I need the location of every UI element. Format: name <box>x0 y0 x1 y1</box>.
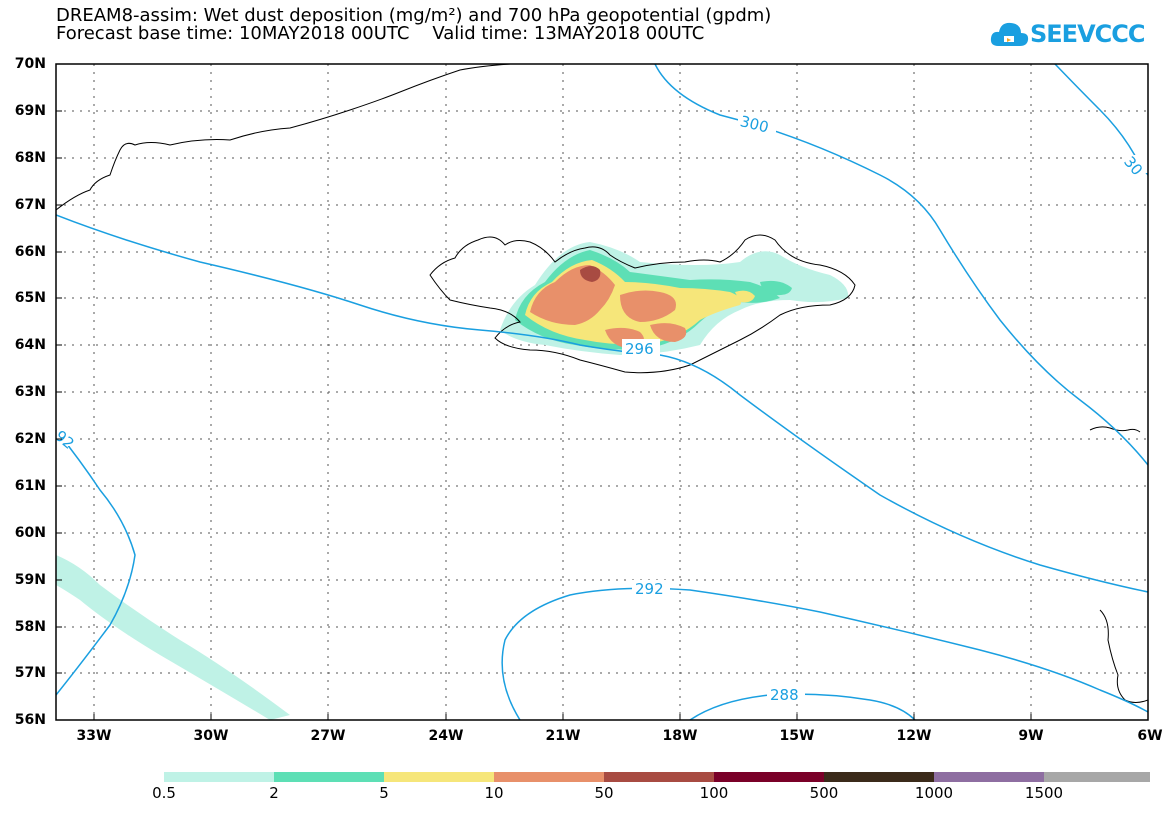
legend-swatch-6 <box>824 772 934 782</box>
legend-label: 2 <box>269 784 279 802</box>
contour-300b <box>1054 64 1148 176</box>
lat-label: 68N <box>14 150 46 166</box>
lat-label: 69N <box>14 103 46 119</box>
greenland-coast <box>56 64 511 211</box>
map-plot-area: 300 30 296 92 292 288 <box>56 64 1148 720</box>
lat-label: 65N <box>14 290 46 306</box>
lon-label: 24W <box>428 728 464 744</box>
coastlines <box>56 64 1148 703</box>
contour-label-296: 296 <box>625 340 654 358</box>
iceland-coast <box>429 234 856 374</box>
legend-swatch-0 <box>164 772 274 782</box>
legend-label: 5 <box>379 784 389 802</box>
legend-label: 100 <box>699 784 729 802</box>
iceland-deposition <box>500 242 849 355</box>
contour-292 <box>501 587 1148 720</box>
lat-label: 59N <box>14 572 46 588</box>
faroe-coast <box>1089 426 1141 433</box>
legend-label: 10 <box>484 784 504 802</box>
map-title: DREAM8-assim: Wet dust deposition (mg/m²… <box>56 5 772 26</box>
legend-swatch-4 <box>604 772 714 782</box>
legend-label: 0.5 <box>152 784 176 802</box>
lat-label: 60N <box>14 525 46 541</box>
legend-label: 50 <box>594 784 614 802</box>
lon-label: 18W <box>662 728 698 744</box>
lon-label: 12W <box>896 728 932 744</box>
map-subtitle: Forecast base time: 10MAY2018 00UTC Vali… <box>56 23 705 44</box>
geopotential-contours <box>56 64 1148 720</box>
axis-ticks <box>56 63 1032 721</box>
contour-296 <box>56 214 1148 593</box>
contour-label-group: 300 30 296 92 292 288 <box>56 112 1148 704</box>
contour-label-292: 292 <box>635 580 664 598</box>
lon-label: 21W <box>545 728 581 744</box>
deposition-band-southwest <box>56 555 290 720</box>
lon-label: 6W <box>1137 728 1163 744</box>
contour-300 <box>654 64 1148 466</box>
contour-292-west <box>56 429 136 696</box>
lon-label: 27W <box>310 728 346 744</box>
legend-label: 500 <box>809 784 839 802</box>
lat-label: 66N <box>14 244 46 260</box>
legend-swatch-7 <box>934 772 1044 782</box>
grid-lines <box>56 64 1148 720</box>
lat-label: 56N <box>14 712 46 728</box>
lat-label: 70N <box>14 56 46 72</box>
legend-label: 1000 <box>914 784 954 802</box>
lat-label: 62N <box>14 431 46 447</box>
seevccc-logo: SEEVCCC <box>990 18 1145 60</box>
lon-label: 30W <box>193 728 229 744</box>
legend-swatch-3 <box>494 772 604 782</box>
cloud-icon <box>990 22 1029 46</box>
lon-label: 9W <box>1018 728 1044 744</box>
lat-label: 58N <box>14 619 46 635</box>
lat-label: 67N <box>14 197 46 213</box>
lat-label: 57N <box>14 665 46 681</box>
legend-swatch-2 <box>384 772 494 782</box>
legend-swatch-8 <box>1044 772 1150 782</box>
lon-label: 33W <box>76 728 112 744</box>
legend-swatch-1 <box>274 772 384 782</box>
legend-label: 1500 <box>1024 784 1064 802</box>
lat-label: 61N <box>14 478 46 494</box>
contour-label-288: 288 <box>770 686 799 704</box>
legend-swatch-5 <box>714 772 824 782</box>
lat-label: 63N <box>14 384 46 400</box>
logo-text: SEEVCCC <box>1030 20 1145 48</box>
lat-label: 64N <box>14 337 46 353</box>
contour-288 <box>689 693 916 720</box>
lon-label: 15W <box>779 728 815 744</box>
scotland-coast <box>1099 609 1148 703</box>
